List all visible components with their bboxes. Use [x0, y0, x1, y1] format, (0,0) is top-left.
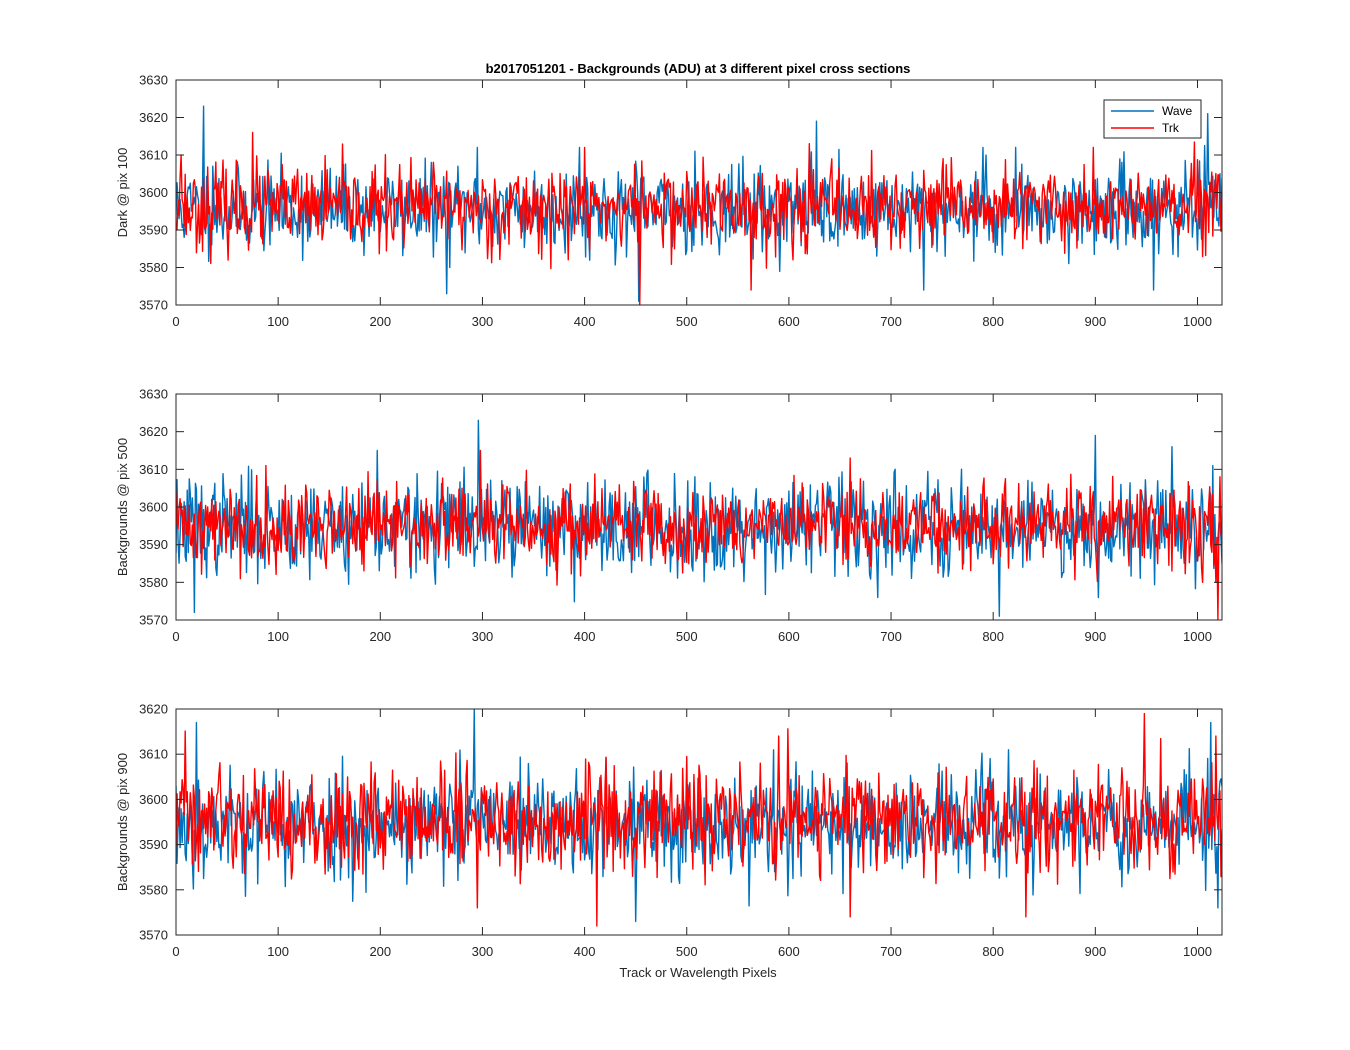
y-tick-label: 3620 — [139, 110, 168, 125]
subplots: 0 100 200 300 400 500 600 700 800 900 100035703580… — [115, 73, 1223, 959]
x-tick-label: 0 — [172, 629, 179, 644]
x-tick-label: 0 — [172, 314, 179, 329]
x-tick-label: 400 — [574, 944, 596, 959]
y-tick-label: 3570 — [139, 928, 168, 943]
x-tick-label: 300 — [472, 944, 494, 959]
x-tick-label: 500 — [676, 314, 698, 329]
x-tick-label: 300 — [472, 314, 494, 329]
x-tick-label: 200 — [369, 314, 391, 329]
y-tick-label: 3630 — [139, 387, 168, 402]
subplot-2: 0 100 200 300 400 500 600 700 800 900 1000 3570 3580… — [115, 387, 1223, 644]
x-tick-label: 1000 — [1183, 629, 1212, 644]
x-tick-label: 700 — [880, 629, 902, 644]
y-tick-label: 3610 — [139, 747, 168, 762]
y-tick-label: 3580 — [139, 260, 168, 275]
x-tick-label: 700 — [880, 944, 902, 959]
chart-title: b2017051201 - Backgrounds (ADU) at 3 dif… — [486, 61, 911, 76]
x-tick-label: 700 — [880, 314, 902, 329]
y-tick-label: 3570 — [139, 613, 168, 628]
series-line-trk — [176, 131, 1222, 305]
x-tick-label: 600 — [778, 314, 800, 329]
y-axis-label: Backgrounds @ pix 900 — [115, 753, 130, 891]
x-tick-label: 100 — [267, 944, 289, 959]
x-tick-label: 0 — [172, 944, 179, 959]
series-line-wave — [176, 419, 1222, 617]
x-tick-label: 100 — [267, 629, 289, 644]
y-tick-label: 3580 — [139, 575, 168, 590]
series-line-trk — [176, 449, 1222, 620]
x-tick-label: 600 — [778, 629, 800, 644]
x-tick-label: 500 — [676, 944, 698, 959]
legend-label-wave: Wave — [1162, 104, 1193, 118]
y-tick-label: 3610 — [139, 148, 168, 163]
x-tick-label: 500 — [676, 629, 698, 644]
y-axis-label: Dark @ pix 100 — [115, 148, 130, 238]
y-tick-label: 3580 — [139, 882, 168, 897]
x-tick-label: 400 — [574, 629, 596, 644]
y-tick-label: 3600 — [139, 185, 168, 200]
legend-label-trk: Trk — [1162, 121, 1180, 135]
x-tick-label: 900 — [1084, 629, 1106, 644]
x-tick-label: 100 — [267, 314, 289, 329]
legend-box — [1103, 99, 1202, 139]
y-axis-label: Backgrounds @ pix 500 — [115, 438, 130, 576]
y-tick-label: 3600 — [139, 500, 168, 515]
legend: Wave Trk — [1103, 99, 1202, 139]
series-group — [176, 105, 1222, 305]
y-tick-label: 3590 — [139, 223, 168, 238]
x-tick-label: 200 — [369, 944, 391, 959]
x-tick-label: 900 — [1084, 944, 1106, 959]
y-tick-label: 3600 — [139, 792, 168, 807]
subplot-3: 0 100 200 300 400 500 600 700 800 900 1000 3570 3580… — [115, 702, 1223, 959]
x-tick-label: 600 — [778, 944, 800, 959]
subplot-1: 0 100 200 300 400 500 600 700 800 900 1000 3570 3580… — [115, 73, 1223, 329]
y-tick-label: 3620 — [139, 702, 168, 717]
y-tick-label: 3590 — [139, 837, 168, 852]
axes-frame — [175, 708, 1223, 936]
y-tick-label: 3610 — [139, 462, 168, 477]
x-tick-label: 800 — [982, 629, 1004, 644]
y-tick-label: 3570 — [139, 298, 168, 313]
x-tick-label: 300 — [472, 629, 494, 644]
y-tick-label: 3630 — [139, 73, 168, 88]
x-axis-label: Track or Wavelength Pixels — [619, 965, 777, 980]
y-tick-label: 3620 — [139, 424, 168, 439]
series-group — [176, 709, 1222, 927]
x-tick-label: 400 — [574, 314, 596, 329]
x-tick-label: 800 — [982, 944, 1004, 959]
series-line-trk — [176, 712, 1222, 927]
x-tick-label: 200 — [369, 629, 391, 644]
x-tick-label: 800 — [982, 314, 1004, 329]
x-tick-label: 1000 — [1183, 314, 1212, 329]
x-tick-label: 1000 — [1183, 944, 1212, 959]
y-tick-label: 3590 — [139, 537, 168, 552]
x-tick-label: 900 — [1084, 314, 1106, 329]
series-group — [176, 419, 1222, 620]
